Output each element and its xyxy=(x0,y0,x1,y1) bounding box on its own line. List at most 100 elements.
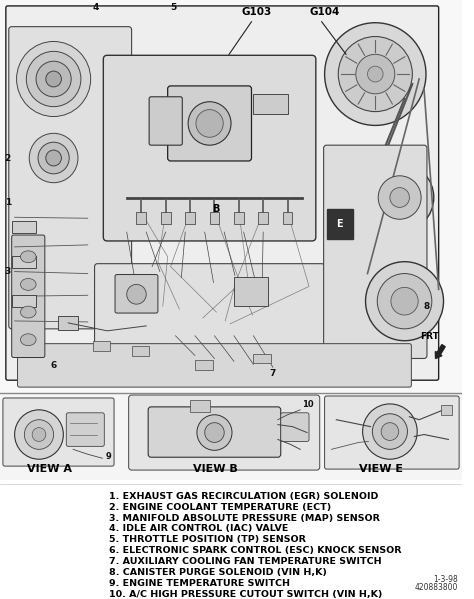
Bar xyxy=(161,212,171,224)
Text: 8: 8 xyxy=(424,302,430,311)
Circle shape xyxy=(196,110,223,137)
Text: 7. AUXILIARY COOLING FAN TEMPERATURE SWITCH: 7. AUXILIARY COOLING FAN TEMPERATURE SWI… xyxy=(109,557,382,566)
Text: 3: 3 xyxy=(5,267,11,276)
Bar xyxy=(210,212,219,224)
Text: B: B xyxy=(212,204,220,214)
Circle shape xyxy=(365,262,444,341)
Text: 1: 1 xyxy=(5,198,11,207)
FancyBboxPatch shape xyxy=(3,398,114,466)
FancyBboxPatch shape xyxy=(325,396,459,469)
FancyBboxPatch shape xyxy=(9,27,132,329)
FancyBboxPatch shape xyxy=(103,55,316,241)
Text: 10. A/C HIGH PRESSURE CUTOUT SWITCH (VIN H,K): 10. A/C HIGH PRESSURE CUTOUT SWITCH (VIN… xyxy=(109,589,383,598)
Circle shape xyxy=(197,415,232,450)
Circle shape xyxy=(338,37,412,111)
FancyBboxPatch shape xyxy=(324,145,427,358)
Text: 9: 9 xyxy=(105,452,111,461)
Text: 6: 6 xyxy=(51,361,57,370)
Text: 420883800: 420883800 xyxy=(415,583,458,592)
Bar xyxy=(127,393,322,480)
FancyBboxPatch shape xyxy=(149,97,182,145)
FancyBboxPatch shape xyxy=(148,407,281,457)
FancyBboxPatch shape xyxy=(6,6,438,380)
Circle shape xyxy=(367,66,383,82)
Bar xyxy=(185,212,195,224)
Text: E: E xyxy=(336,219,343,229)
Circle shape xyxy=(38,142,69,174)
Bar xyxy=(441,405,452,415)
Circle shape xyxy=(188,102,231,145)
Circle shape xyxy=(365,163,434,232)
FancyArrow shape xyxy=(435,344,445,359)
FancyBboxPatch shape xyxy=(128,395,320,470)
Bar xyxy=(0,393,127,480)
Text: FRT: FRT xyxy=(420,332,438,341)
Bar xyxy=(254,353,271,364)
FancyBboxPatch shape xyxy=(281,413,309,441)
Text: 8. CANISTER PURGE SOLENOID (VIN H,K): 8. CANISTER PURGE SOLENOID (VIN H,K) xyxy=(109,568,327,577)
Circle shape xyxy=(390,187,410,207)
Circle shape xyxy=(127,285,146,304)
Ellipse shape xyxy=(20,251,36,263)
Circle shape xyxy=(32,428,46,441)
Text: E: E xyxy=(336,219,343,229)
Circle shape xyxy=(391,288,418,315)
Text: 6. ELECTRONIC SPARK CONTROL (ESC) KNOCK SENSOR: 6. ELECTRONIC SPARK CONTROL (ESC) KNOCK … xyxy=(109,546,401,555)
Text: 2. ENGINE COOLANT TEMPERATURE (ECT): 2. ENGINE COOLANT TEMPERATURE (ECT) xyxy=(109,503,331,512)
Text: VIEW E: VIEW E xyxy=(359,464,403,474)
Bar xyxy=(283,212,292,224)
Text: 2: 2 xyxy=(5,153,11,162)
FancyBboxPatch shape xyxy=(12,235,45,358)
Circle shape xyxy=(17,41,91,117)
Bar xyxy=(190,400,210,412)
Text: G104: G104 xyxy=(310,7,340,17)
Text: 7: 7 xyxy=(270,369,276,378)
Text: VIEW B: VIEW B xyxy=(193,464,238,474)
Circle shape xyxy=(373,414,408,449)
Ellipse shape xyxy=(20,306,36,318)
Bar xyxy=(12,221,36,233)
Text: 1-3-98: 1-3-98 xyxy=(433,575,458,584)
Circle shape xyxy=(46,150,62,166)
Circle shape xyxy=(378,176,421,219)
Bar xyxy=(195,361,212,370)
Bar xyxy=(12,295,36,307)
Bar xyxy=(258,212,268,224)
Text: 5: 5 xyxy=(170,4,177,13)
Circle shape xyxy=(363,404,417,459)
Ellipse shape xyxy=(20,279,36,291)
Circle shape xyxy=(205,423,224,443)
Text: 5. THROTTLE POSITION (TP) SENSOR: 5. THROTTLE POSITION (TP) SENSOR xyxy=(109,536,306,544)
Bar xyxy=(12,256,36,268)
Bar xyxy=(234,212,244,224)
Circle shape xyxy=(356,55,395,94)
Circle shape xyxy=(325,23,426,125)
Text: 4: 4 xyxy=(92,4,99,13)
Circle shape xyxy=(15,410,64,459)
Bar xyxy=(254,94,288,114)
Bar xyxy=(137,212,146,224)
Circle shape xyxy=(29,134,78,183)
Circle shape xyxy=(46,71,62,87)
Bar xyxy=(234,277,268,306)
Bar xyxy=(322,393,462,480)
Text: 10: 10 xyxy=(302,400,314,409)
Text: VIEW A: VIEW A xyxy=(27,464,73,474)
Text: 9. ENGINE TEMPERATURE SWITCH: 9. ENGINE TEMPERATURE SWITCH xyxy=(109,579,290,588)
Bar xyxy=(132,346,149,356)
Circle shape xyxy=(24,420,54,449)
FancyBboxPatch shape xyxy=(115,274,158,313)
FancyBboxPatch shape xyxy=(18,344,411,387)
Circle shape xyxy=(377,274,432,329)
Text: 3. MANIFOLD ABSOLUTE PRESSURE (MAP) SENSOR: 3. MANIFOLD ABSOLUTE PRESSURE (MAP) SENS… xyxy=(109,513,380,522)
Ellipse shape xyxy=(20,334,36,346)
Text: 4. IDLE AIR CONTROL (IAC) VALVE: 4. IDLE AIR CONTROL (IAC) VALVE xyxy=(109,524,289,533)
FancyBboxPatch shape xyxy=(168,86,252,161)
Text: G103: G103 xyxy=(242,7,272,17)
Text: 1. EXHAUST GAS RECIRCULATION (EGR) SOLENOID: 1. EXHAUST GAS RECIRCULATION (EGR) SOLEN… xyxy=(109,492,379,501)
Bar xyxy=(92,341,110,350)
Circle shape xyxy=(381,423,399,440)
FancyBboxPatch shape xyxy=(94,264,325,368)
Circle shape xyxy=(27,52,81,107)
Circle shape xyxy=(36,61,71,97)
